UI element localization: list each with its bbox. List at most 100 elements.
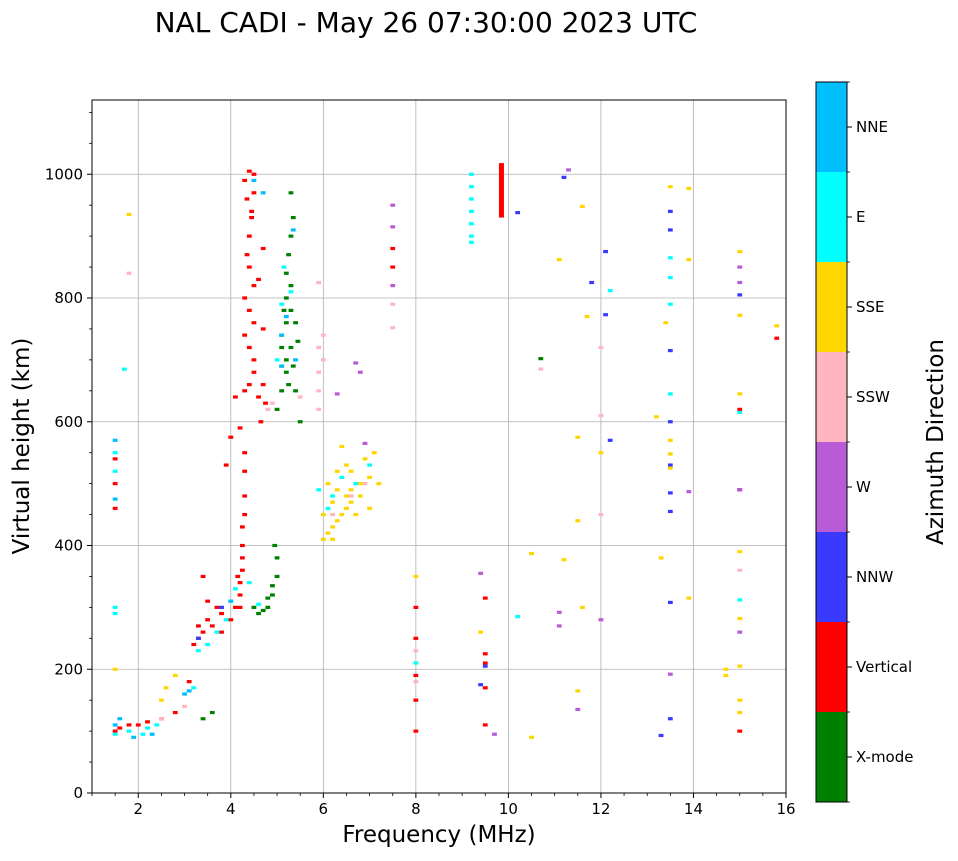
data-point-vertical <box>228 435 234 439</box>
colorbar-tick-label: W <box>856 478 871 496</box>
data-point-nnw <box>667 509 673 514</box>
y-tick-label: 600 <box>54 413 83 431</box>
data-point-sse <box>334 469 340 473</box>
data-point-vertical <box>239 525 245 529</box>
data-point-sse <box>686 596 692 600</box>
data-point-e <box>274 358 280 362</box>
data-point-w <box>362 441 368 446</box>
data-point-nne <box>117 717 123 721</box>
data-point-ssw <box>737 568 743 572</box>
data-point-vertical <box>242 469 248 473</box>
data-point-e <box>339 475 345 480</box>
data-point-w <box>667 672 673 676</box>
data-point-sse <box>529 735 534 739</box>
data-point-x-mode <box>283 296 289 300</box>
data-point-x-mode <box>251 605 257 609</box>
data-point-ssw <box>297 395 303 399</box>
data-point-vertical <box>413 673 419 678</box>
data-point-w <box>334 392 340 396</box>
data-point-sse <box>334 519 340 523</box>
data-point-vertical <box>228 618 234 622</box>
data-point-e <box>316 488 322 492</box>
data-point-ssw <box>270 401 275 405</box>
x-axis-label: Frequency (MHz) <box>342 822 535 848</box>
data-point-sse <box>654 415 659 419</box>
data-point-sse <box>334 488 340 492</box>
data-point-ssw <box>413 649 419 653</box>
data-point-vertical <box>251 370 257 374</box>
colorbar-segment <box>816 82 847 172</box>
data-point-vertical <box>172 710 178 715</box>
data-point-vertical <box>246 234 252 238</box>
data-point-w <box>737 265 743 269</box>
data-point-x-mode <box>270 593 275 597</box>
data-point-w <box>556 610 562 614</box>
data-point-x-mode <box>256 611 261 616</box>
data-point-x-mode <box>265 605 271 609</box>
data-point-sse <box>325 482 331 486</box>
data-point-e <box>154 723 160 727</box>
chart-title: NAL CADI - May 26 07:30:00 2023 UTC <box>155 6 698 39</box>
data-point-vertical <box>242 296 248 300</box>
data-point-ssw <box>598 512 604 517</box>
data-point-nnw <box>515 211 521 215</box>
data-point-sse <box>371 451 377 455</box>
data-point-vertical <box>737 407 743 411</box>
data-point-w <box>737 488 743 492</box>
colorbar-segment <box>816 712 847 802</box>
data-point-e <box>191 686 197 690</box>
colorbar-tick-label: E <box>856 208 865 226</box>
data-point-vertical <box>235 574 241 579</box>
data-point-x-mode <box>281 308 287 312</box>
data-point-e <box>281 265 287 269</box>
data-point-e <box>667 275 673 280</box>
data-point-vertical <box>263 401 268 405</box>
data-point-e <box>737 410 743 415</box>
data-point-nnw <box>561 175 567 179</box>
data-point-e <box>121 367 127 371</box>
data-point-ssw <box>330 512 335 517</box>
data-point-x-mode <box>274 574 280 579</box>
data-point-vertical <box>239 556 245 560</box>
data-point-vertical <box>205 618 211 622</box>
data-point-ssw <box>598 413 604 418</box>
data-point-ssw <box>390 326 396 330</box>
x-tick-label: 8 <box>411 800 421 818</box>
data-point-sse <box>344 494 349 498</box>
data-point-sse <box>376 482 382 486</box>
y-tick-label: 0 <box>73 784 83 802</box>
data-point-e <box>279 302 285 306</box>
data-point-vertical <box>482 652 488 656</box>
data-point-e <box>196 649 201 653</box>
data-point-x-mode <box>286 253 292 257</box>
data-point-vertical <box>209 624 215 628</box>
colorbar-tick-label: Vertical <box>856 658 912 676</box>
data-point-sse <box>737 616 743 621</box>
colorbar-tick-label: SSE <box>856 298 885 316</box>
data-point-sse <box>172 673 178 678</box>
y-tick-label: 400 <box>54 537 83 555</box>
data-point-x-mode <box>260 608 266 613</box>
data-point-w <box>686 490 692 494</box>
data-point-sse <box>357 494 363 498</box>
data-point-vertical <box>256 395 261 399</box>
data-point-vertical <box>112 457 118 461</box>
data-point-vertical <box>233 395 238 399</box>
data-point-nne <box>112 438 118 442</box>
grid-lines <box>92 100 787 794</box>
data-point-e <box>667 392 673 396</box>
data-point-vertical <box>258 420 264 424</box>
data-point-ssw <box>390 302 396 306</box>
data-point-nne <box>290 228 296 232</box>
data-point-vertical <box>260 246 266 251</box>
data-point-vertical <box>737 729 743 733</box>
colorbar-frame <box>815 81 848 803</box>
data-point-sse <box>737 710 743 715</box>
data-point-ssw <box>413 680 419 684</box>
data-point-vertical <box>413 636 419 640</box>
data-point-sse <box>348 500 354 504</box>
data-point-sse <box>575 689 581 693</box>
data-point-ssw <box>348 494 354 498</box>
